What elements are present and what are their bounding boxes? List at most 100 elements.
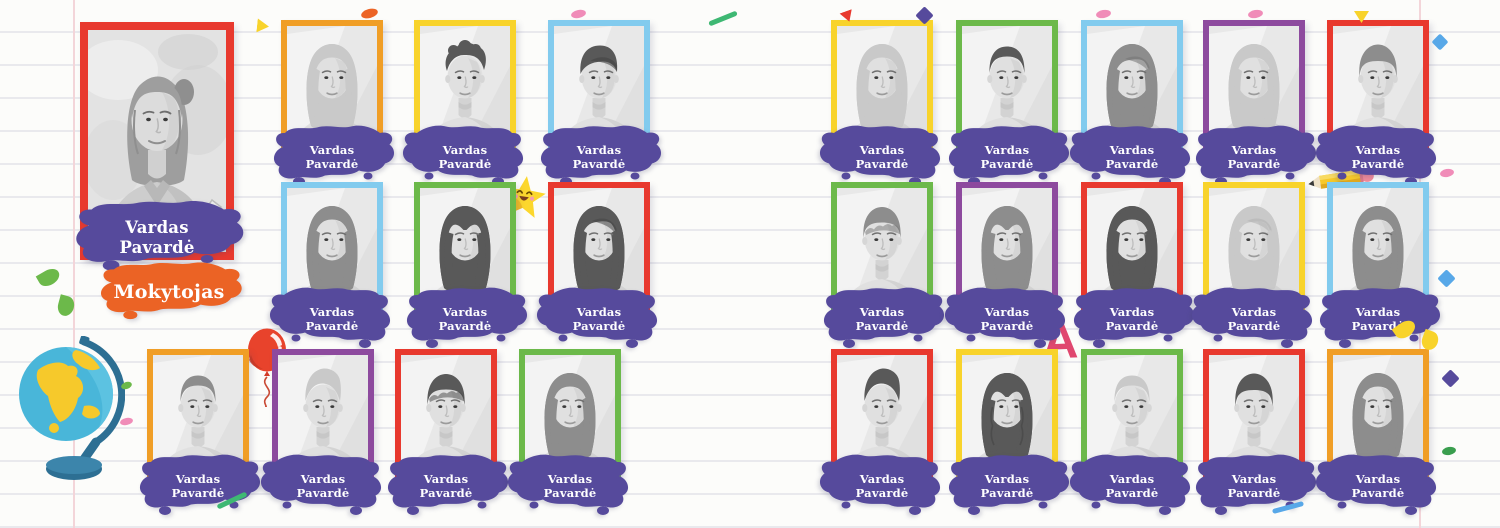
splash-shape [1315, 454, 1437, 515]
student-name: Vardas Pavardė [401, 285, 529, 351]
name-splash: Vardas Pavardė [268, 285, 396, 351]
name-splash: Vardas Pavardė [818, 452, 946, 518]
name-line2: Pavardė [305, 156, 359, 171]
student-card: Vardas Pavardė [819, 349, 941, 525]
splash-shape [1073, 287, 1195, 348]
name-line1: Vardas [984, 304, 1030, 319]
splash-shape [823, 287, 945, 348]
splash-shape [387, 454, 509, 515]
student-card: Vardas Pavardė [1315, 349, 1437, 525]
confetti-triangle [256, 18, 269, 33]
photo-frame [956, 182, 1058, 315]
confetti-drop [35, 265, 63, 290]
student-name: Vardas Pavardė [1314, 285, 1442, 351]
name-splash: Vardas Pavardė [401, 285, 529, 351]
splash-shape [1069, 454, 1191, 515]
left-margin-line [73, 0, 75, 528]
student-card: Vardas Pavardė [139, 349, 261, 525]
student-name: Vardas Pavardė [1314, 452, 1442, 518]
name-line1: Vardas [1109, 471, 1155, 486]
name-line1: Vardas [309, 304, 355, 319]
name-line2: Pavardė [855, 156, 909, 171]
splash-shape [540, 125, 662, 186]
student-name: Vardas Pavardė [1068, 123, 1196, 189]
splash-shape [944, 287, 1066, 348]
name-line2: Pavardė [438, 318, 492, 333]
student-card: Vardas Pavardė [1315, 20, 1437, 196]
name-splash: Vardas Pavardė [943, 285, 1071, 351]
name-line2: Pavardė [419, 485, 473, 500]
student-name: Vardas Pavardė [1068, 452, 1196, 518]
name-line1: Vardas [309, 142, 355, 157]
name-line2: Pavardė [1105, 485, 1159, 500]
splash-shape [269, 287, 391, 348]
student-name: Vardas Pavardė [259, 452, 387, 518]
photo-frame [281, 182, 383, 315]
teacher-name-line2: Pavardė [119, 237, 195, 257]
name-line1: Vardas [1355, 471, 1401, 486]
splash-shape [406, 287, 528, 348]
name-line1: Vardas [547, 471, 593, 486]
name-line1: Vardas [859, 304, 905, 319]
name-splash: Vardas Pavardė [535, 285, 663, 351]
name-line1: Vardas [859, 142, 905, 157]
splash-shape [76, 201, 244, 271]
teacher-name-line1: Vardas [125, 218, 189, 238]
student-portrait [962, 188, 1052, 309]
name-splash: Vardas Pavardė [1068, 285, 1196, 351]
student-name: Vardas Pavardė [943, 452, 1071, 518]
name-splash: Vardas Pavardė [382, 452, 510, 518]
student-card: Vardas Pavardė [819, 20, 941, 196]
name-line2: Pavardė [572, 156, 626, 171]
student-name: Vardas Pavardė [535, 123, 663, 189]
name-splash: Vardas Pavardė [134, 452, 262, 518]
name-line2: Pavardė [1351, 318, 1405, 333]
name-line2: Pavardė [855, 485, 909, 500]
name-splash: Vardas Pavardė [1314, 123, 1442, 189]
name-line1: Vardas [1231, 142, 1277, 157]
student-card: Vardas Pavardė [1069, 349, 1191, 525]
name-line1: Vardas [442, 142, 488, 157]
splash-shape [536, 287, 658, 348]
student-name: Vardas Pavardė [1190, 285, 1318, 351]
student-name: Vardas Pavardė [401, 123, 529, 189]
student-card: Vardas Pavardė [1073, 182, 1195, 358]
name-line1: Vardas [1355, 304, 1401, 319]
splash-shape [1191, 287, 1313, 348]
name-splash: Vardas Pavardė [818, 285, 946, 351]
name-splash: Vardas Pavardė [259, 452, 387, 518]
confetti-ellipse [1441, 445, 1457, 457]
student-card: Vardas Pavardė [507, 349, 629, 525]
student-name: Vardas Pavardė [268, 285, 396, 351]
name-line2: Pavardė [1105, 156, 1159, 171]
student-name: Vardas Pavardė [268, 123, 396, 189]
student-card: Vardas Pavardė [1069, 20, 1191, 196]
name-splash: Vardas Pavardė [943, 452, 1071, 518]
confetti-diamond [1431, 33, 1449, 51]
name-splash: Vardas Pavardė [506, 452, 634, 518]
name-splash: Vardas Pavardė [1190, 452, 1318, 518]
name-line2: Pavardė [980, 485, 1034, 500]
name-line2: Pavardė [1351, 485, 1405, 500]
student-name: Vardas Pavardė [943, 123, 1071, 189]
student-name: Vardas Pavardė [134, 452, 262, 518]
student-name: Vardas Pavardė [382, 452, 510, 518]
student-card: Vardas Pavardė [260, 349, 382, 525]
teacher-name-splash: Vardas Pavardė [68, 198, 246, 274]
name-line2: Pavardė [438, 156, 492, 171]
student-card: Vardas Pavardė [1319, 182, 1441, 358]
name-line1: Vardas [1109, 142, 1155, 157]
name-splash: Vardas Pavardė [818, 123, 946, 189]
confetti-ellipse [570, 8, 587, 20]
globe-icon [10, 335, 126, 486]
student-card: Vardas Pavardė [1195, 20, 1317, 196]
name-splash: Vardas Pavardė [535, 123, 663, 189]
student-name: Vardas Pavardė [943, 285, 1071, 351]
name-line1: Vardas [442, 304, 488, 319]
name-splash: Vardas Pavardė [943, 123, 1071, 189]
name-line2: Pavardė [1227, 485, 1281, 500]
confetti-ellipse [1439, 167, 1455, 179]
student-card: Vardas Pavardė [1191, 182, 1313, 358]
name-splash: Vardas Pavardė [1190, 285, 1318, 351]
